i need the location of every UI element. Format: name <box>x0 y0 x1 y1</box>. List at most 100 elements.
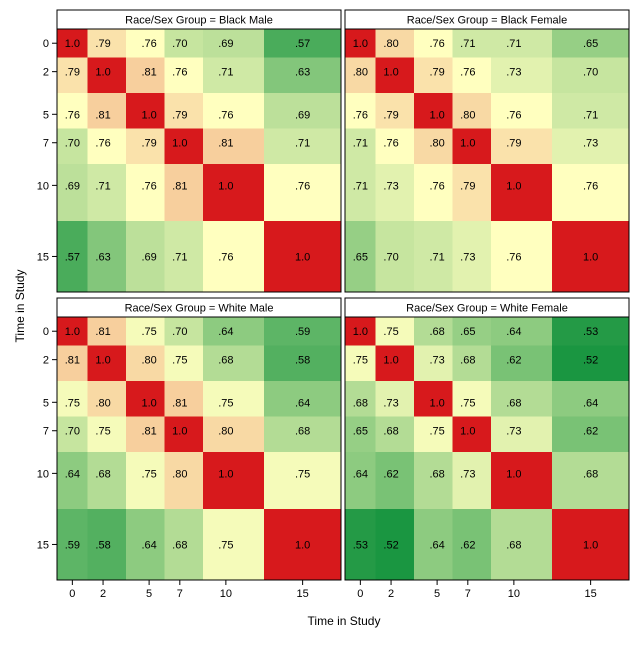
cell-value-label: .73 <box>460 468 475 480</box>
heatmap-cell <box>87 220 127 293</box>
heatmap-cell <box>57 380 89 418</box>
cell-value-label: 1.0 <box>141 397 156 409</box>
heatmap-cell <box>345 164 377 222</box>
cell-value-label: .76 <box>460 67 475 79</box>
heatmap-cell <box>552 416 630 453</box>
heatmap-cell <box>126 128 165 165</box>
heatmap-cell <box>414 29 453 58</box>
x-tick-label: 0 <box>69 588 75 600</box>
cell-value-label: .76 <box>218 109 233 121</box>
heatmap-cell <box>87 29 127 58</box>
cell-value-label: .75 <box>172 355 187 367</box>
heatmap-cell <box>264 380 342 418</box>
x-tick-label: 2 <box>388 588 394 600</box>
cell-value-label: .80 <box>95 397 110 409</box>
x-tick-label: 7 <box>465 588 471 600</box>
y-tick-label: 5 <box>43 397 49 409</box>
cell-value-label: .52 <box>383 539 398 551</box>
cell-value-label: .75 <box>95 426 110 438</box>
heatmap-panel: Race/Sex Group = White Female 1.0 .75 .68 .6… <box>344 297 630 600</box>
heatmap-cell <box>202 92 265 130</box>
panel-frame <box>56 28 342 293</box>
cell-value-label: .75 <box>141 468 156 480</box>
cell-value-label: .68 <box>460 355 475 367</box>
heatmap-cell <box>126 452 165 510</box>
heatmap-cell <box>264 345 342 382</box>
cell-value-label: .80 <box>460 109 475 121</box>
heatmap-cell <box>57 345 89 382</box>
cell-value-label: .57 <box>65 251 80 263</box>
cell-value-label: .73 <box>460 251 475 263</box>
cell-value-label: .70 <box>65 426 80 438</box>
heatmap-cell <box>126 380 165 418</box>
cell-value-label: .79 <box>460 180 475 192</box>
heatmap-cell <box>552 57 630 94</box>
y-tick-label: 0 <box>43 326 49 338</box>
heatmap-cell <box>375 128 415 165</box>
cell-value-label: .79 <box>141 138 156 150</box>
heatmap-cell <box>345 57 377 94</box>
cell-value-label: 1.0 <box>429 397 444 409</box>
cell-value-label: .68 <box>218 355 233 367</box>
heatmap-cell <box>57 29 89 58</box>
heatmap-cell <box>202 29 265 58</box>
heatmap-cell <box>345 29 377 58</box>
heatmap-cell <box>126 416 165 453</box>
cell-value-label: .76 <box>141 180 156 192</box>
heatmap-cell <box>375 164 415 222</box>
heatmap-cell <box>126 57 165 94</box>
cell-value-label: .76 <box>295 180 310 192</box>
cell-value-label: .79 <box>95 38 110 50</box>
heatmap-cell <box>452 57 492 94</box>
cell-value-label: .75 <box>295 468 310 480</box>
heatmap-cell <box>490 345 553 382</box>
heatmap-cell <box>164 57 204 94</box>
cell-value-label: .76 <box>141 38 156 50</box>
heatmap-cell <box>490 220 553 293</box>
cell-value-label: .68 <box>583 468 598 480</box>
heatmap-cell <box>264 508 342 581</box>
heatmap-cell <box>452 220 492 293</box>
cell-value-label: 1.0 <box>295 539 310 551</box>
heatmap-cell <box>552 128 630 165</box>
cell-value-label: .80 <box>218 426 233 438</box>
heatmap-panel: Race/Sex Group = White Male 1.0 .81 .75 .70.… <box>37 297 342 600</box>
cell-value-label: .58 <box>95 539 110 551</box>
cell-value-label: .70 <box>172 38 187 50</box>
cell-value-label: .69 <box>141 251 156 263</box>
heatmap-cell <box>264 29 342 58</box>
cell-value-label: .76 <box>95 138 110 150</box>
heatmap-cell <box>202 317 265 346</box>
panel-title: Race/Sex Group = Black Male <box>125 15 273 27</box>
y-tick-label: 5 <box>43 109 49 121</box>
y-tick-label: 0 <box>43 38 49 50</box>
heatmap-cell <box>126 345 165 382</box>
heatmap-cell <box>414 452 453 510</box>
x-tick-label: 0 <box>357 588 363 600</box>
cell-value-label: .71 <box>353 138 368 150</box>
cell-value-label: .75 <box>141 326 156 338</box>
heatmap-cell <box>414 345 453 382</box>
cell-value-label: 1.0 <box>353 38 368 50</box>
heatmap-cell <box>552 317 630 346</box>
cell-value-label: .57 <box>295 38 310 50</box>
y-axis-label: Time in Study <box>13 270 27 343</box>
cell-value-label: .59 <box>295 326 310 338</box>
heatmap-cell <box>452 29 492 58</box>
x-tick-label: 7 <box>177 588 183 600</box>
y-tick-label: 10 <box>37 180 49 192</box>
heatmap-cell <box>552 220 630 293</box>
heatmap-cell <box>490 164 553 222</box>
heatmap-cell <box>264 317 342 346</box>
heatmap-cell <box>345 452 377 510</box>
heatmap-cell <box>57 128 89 165</box>
cell-value-label: .69 <box>218 38 233 50</box>
heatmap-cell <box>264 128 342 165</box>
heatmap-cell <box>552 508 630 581</box>
heatmap-cell <box>452 345 492 382</box>
cell-value-label: .76 <box>429 38 444 50</box>
cell-value-label: .62 <box>460 539 475 551</box>
heatmap-cell <box>87 416 127 453</box>
cell-value-label: 1.0 <box>141 109 156 121</box>
